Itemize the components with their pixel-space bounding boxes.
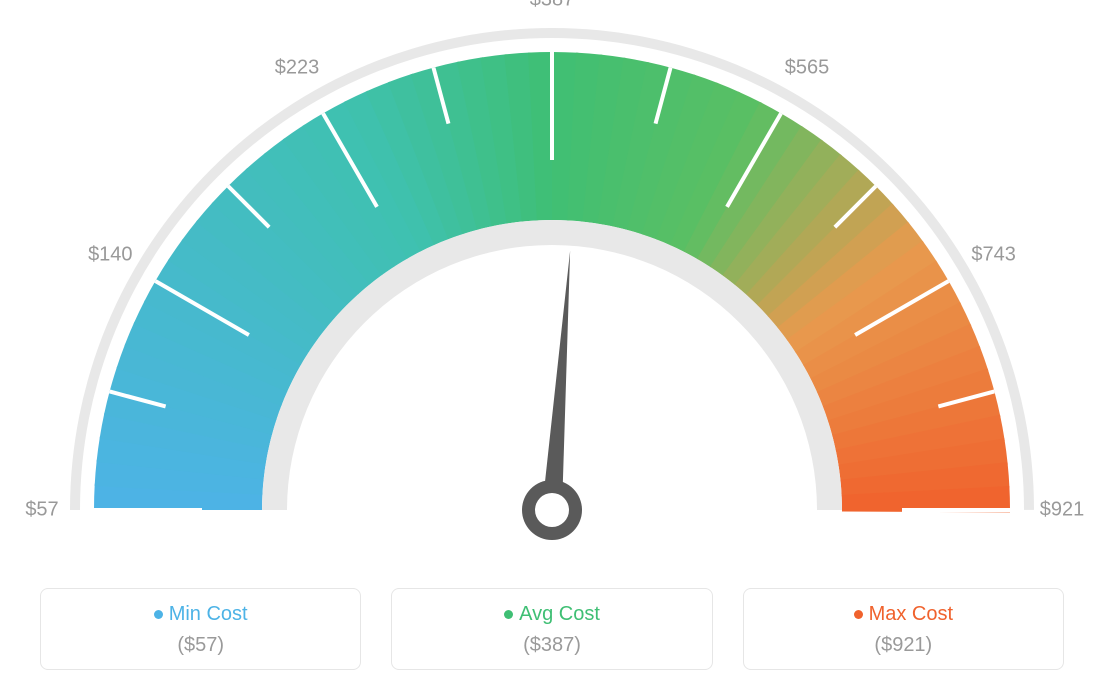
gauge-needle: [542, 251, 570, 511]
legend-title: Avg Cost: [519, 603, 600, 626]
gauge-area: $57 $140 $223 $387 $565 $743 $921: [0, 0, 1104, 560]
needle-hub-hole: [535, 493, 569, 527]
legend-card: Min Cost ($57): [40, 588, 361, 670]
legend-value: ($387): [402, 634, 701, 657]
legend-title: Min Cost: [169, 603, 248, 626]
legend-card: Avg Cost ($387): [391, 588, 712, 670]
legend-card: Max Cost ($921): [743, 588, 1064, 670]
legend-value: ($921): [754, 634, 1053, 657]
legend-title-row: Min Cost: [51, 603, 350, 626]
legend-value: ($57): [51, 634, 350, 657]
cost-gauge-infographic: $57 $140 $223 $387 $565 $743 $921 Min Cost ($57…: [0, 0, 1104, 690]
legend-dot-icon: [154, 610, 163, 619]
gauge-tick-label: $140: [88, 244, 133, 267]
gauge-tick-label: $921: [1040, 499, 1085, 522]
legend-title-row: Max Cost: [754, 603, 1053, 626]
legend-row: Min Cost ($57) Avg Cost ($387) Max Cost ($921…: [0, 588, 1104, 670]
legend-title: Max Cost: [869, 603, 953, 626]
gauge-svg: [0, 0, 1104, 560]
gauge-tick-label: $743: [971, 244, 1016, 267]
gauge-tick-label: $387: [530, 0, 575, 12]
gauge-tick-label: $57: [25, 499, 58, 522]
gauge-tick-label: $223: [275, 57, 320, 80]
legend-dot-icon: [504, 610, 513, 619]
gauge-tick-label: $565: [785, 57, 830, 80]
legend-title-row: Avg Cost: [402, 603, 701, 626]
legend-dot-icon: [854, 610, 863, 619]
